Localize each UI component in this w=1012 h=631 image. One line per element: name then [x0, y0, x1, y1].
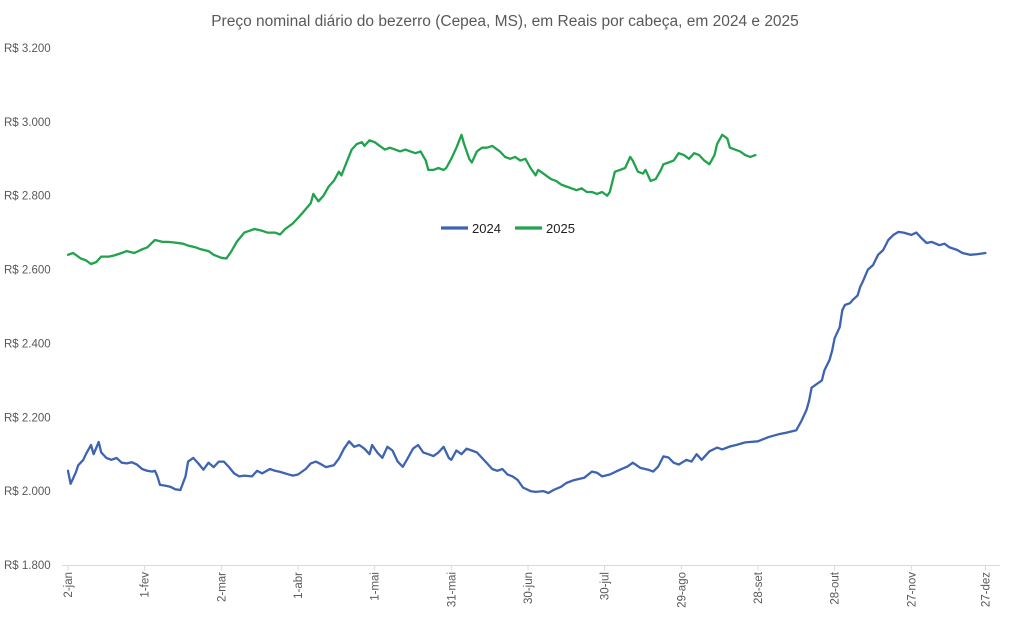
x-axis-tick-label: 30-jul	[600, 572, 612, 600]
x-axis-tick-label: 1-fev	[140, 572, 152, 598]
y-axis-tick-label: R$ 2.800	[4, 191, 51, 203]
x-axis-tick-label: 29-ago	[676, 572, 688, 608]
x-axis-tick-label: 28-out	[830, 571, 842, 604]
y-axis-tick-label: R$ 2.200	[4, 412, 51, 424]
x-axis-tick-label: 27-dez	[980, 572, 992, 607]
x-axis-tick-label: 27-nov	[906, 572, 918, 607]
x-axis-tick-label: 1-mai	[370, 572, 382, 601]
chart-title: Preço nominal diário do bezerro (Cepea, …	[211, 13, 799, 30]
y-axis-tick-label: R$ 2.000	[4, 486, 51, 498]
x-axis-tick-label: 2-jan	[63, 572, 75, 598]
x-axis-tick-label: 31-mai	[446, 572, 458, 607]
y-axis-tick-label: R$ 2.600	[4, 265, 51, 277]
y-axis-tick-label: R$ 3.000	[4, 117, 51, 129]
x-axis-tick-label: 1-abr	[293, 572, 305, 599]
x-axis-tick-label: 30-jun	[523, 572, 535, 604]
x-axis-tick-label: 2-mar	[216, 572, 228, 602]
legend-label-2024: 2024	[472, 221, 501, 236]
legend-label-2025: 2025	[546, 221, 575, 236]
series-line-2024	[66, 230, 987, 495]
y-axis-tick-label: R$ 1.800	[4, 560, 51, 572]
y-axis-tick-label: R$ 3.200	[4, 43, 51, 55]
x-axis-tick-label: 28-set	[753, 571, 765, 604]
y-axis-tick-label: R$ 2.400	[4, 338, 51, 350]
series-line-2025	[66, 133, 757, 266]
